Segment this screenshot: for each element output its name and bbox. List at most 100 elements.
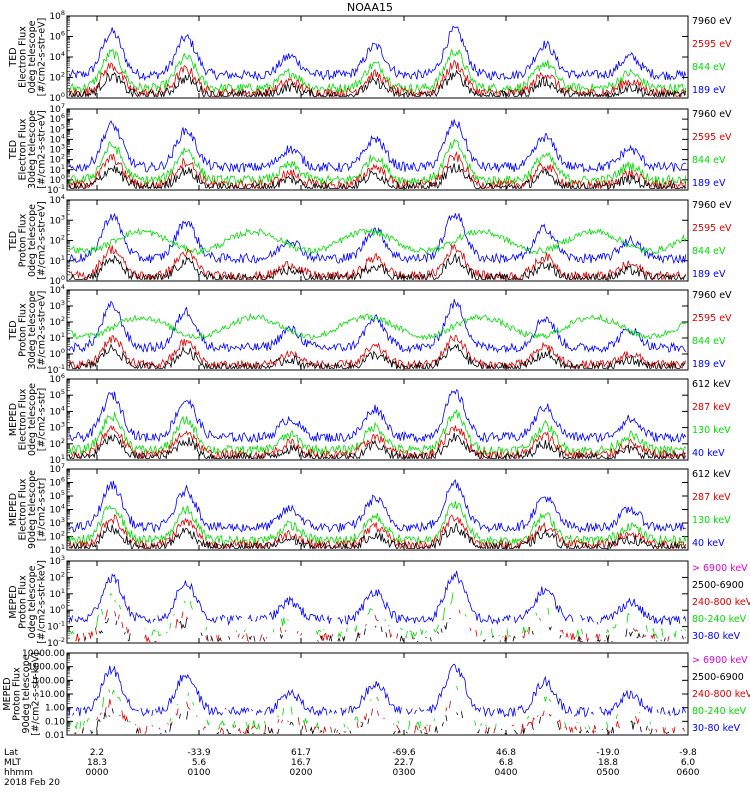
y-tick-label: 103 — [49, 299, 65, 312]
series-red — [68, 243, 687, 280]
x-tick-label-lat: 61.7 — [291, 748, 311, 758]
y-tick-label: 102 — [49, 71, 65, 84]
traces — [68, 119, 687, 189]
y-tick-label: 100 — [49, 274, 65, 287]
series-green — [68, 312, 687, 341]
legend-entry: 287 keV — [692, 402, 731, 413]
y-tick-label: 100 — [49, 173, 65, 186]
series-blue — [68, 212, 687, 265]
y-tick-label: 101 — [49, 543, 65, 556]
legend-entry: 130 keV — [692, 515, 731, 526]
x-tick-label-hhmm: 0300 — [393, 768, 416, 778]
panel-frame — [66, 15, 689, 99]
x-tick-label-lat: -9.8 — [679, 748, 697, 758]
legend-entry: 844 eV — [692, 246, 726, 257]
traces — [68, 25, 687, 97]
legend-entry: 130 keV — [692, 425, 731, 436]
legend-entry: 612 keV — [692, 469, 731, 480]
y-tick-label: 101 — [49, 453, 65, 466]
y-tick-label: 108 — [49, 9, 65, 22]
y-tick-label: 102 — [49, 437, 65, 450]
y-tick-label: 10-1 — [47, 183, 65, 196]
legend-entry: 80-240 keV — [692, 614, 747, 625]
legend-entry: 40 keV — [692, 448, 725, 459]
traces — [68, 389, 687, 459]
x-tick-label-mlt: 18.8 — [598, 758, 618, 768]
legend-entry: 844 eV — [692, 155, 726, 166]
y-tick-label: 107 — [49, 102, 65, 115]
y-tick-label: 0.10 — [45, 717, 65, 727]
y-tick-label: 102 — [49, 153, 65, 166]
x-tick-label-mlt: 6.0 — [681, 758, 696, 768]
series-green — [68, 138, 687, 187]
y-axis-label: MEPEDElectron Flux0deg telescope[#/cm2-s… — [8, 383, 48, 456]
series-black — [68, 163, 687, 189]
legend-entry: 7960 eV — [692, 16, 732, 27]
legend-entry: 189 eV — [692, 178, 726, 189]
y-axis-label: TEDProton Flux0deg telescope[#/cm2-s-str… — [8, 201, 48, 280]
y-tick-label: 103 — [49, 554, 65, 567]
traces — [68, 663, 687, 734]
x-tick-label-mlt: 22.7 — [394, 758, 414, 768]
y-tick-label: 1000.00 — [28, 663, 65, 673]
y-tick-label: 102 — [49, 530, 65, 543]
y-tick-label: 100.00 — [34, 676, 66, 686]
y-tick-label: 101 — [49, 331, 65, 344]
y-tick-label: 104 — [49, 193, 65, 206]
y-axis-label: TEDElectron Flux0deg telescope[#/cm2-s-s… — [8, 18, 48, 97]
y-tick-label: 100 — [49, 91, 65, 104]
panel-frame — [66, 378, 689, 461]
series-blue — [68, 389, 687, 444]
y-axis-label: MEPEDElectron Flux90deg telescope[#/cm2-… — [8, 470, 48, 549]
series-red — [68, 425, 687, 459]
x-row-label: MLT — [4, 758, 22, 768]
y-tick-label: 103 — [49, 143, 65, 156]
y-tick-label: 105 — [49, 489, 65, 502]
legend-entry: 30-80 keV — [692, 723, 741, 734]
series-blue — [68, 570, 687, 626]
series-blue — [68, 663, 687, 718]
y-tick-label: 106 — [49, 112, 65, 125]
y-axis-label: MEPEDProton Flux90deg telescope[#/cm2-s-… — [2, 652, 42, 736]
y-tick-label: 10-1 — [47, 620, 65, 633]
x-tick-label-mlt: 16.7 — [291, 758, 311, 768]
chart-title: NOAA15 — [347, 1, 393, 14]
panel-frame — [66, 289, 689, 371]
series-green — [68, 409, 687, 457]
legend-entry: 287 keV — [692, 492, 731, 503]
y-tick-label: 105 — [49, 122, 65, 135]
legend-entry: 80-240 keV — [692, 706, 747, 717]
y-tick-label: 1.00 — [45, 704, 65, 714]
y-tick-label: 102 — [49, 570, 65, 583]
y-tick-label: 104 — [49, 404, 65, 417]
y-tick-label: 101 — [49, 254, 65, 267]
series-green — [68, 501, 687, 547]
panel-frame — [66, 560, 689, 644]
x-tick-label-mlt: 6.8 — [499, 758, 514, 768]
legend-entry: 2500-6900 — [692, 580, 744, 591]
series-blue — [68, 119, 687, 174]
traces — [68, 212, 687, 280]
legend-entry: 2500-6900 — [692, 672, 744, 683]
x-tick-label-hhmm: 0200 — [290, 768, 313, 778]
series-green — [68, 227, 687, 256]
y-tick-label: 101 — [49, 163, 65, 176]
x-tick-label-lat: 2.2 — [90, 748, 104, 758]
legend-entry: 2595 eV — [692, 39, 732, 50]
legend-entry: 240-800 keV — [692, 597, 750, 608]
y-tick-label: 104 — [49, 283, 65, 296]
x-tick-label-hhmm: 0100 — [188, 768, 211, 778]
panel-8: 0.01 0.10 1.00 10.00 100.00 1000.00 10000.00ME… — [2, 649, 750, 741]
y-tick-label: 102 — [49, 315, 65, 328]
legend-entry: 2595 eV — [692, 132, 732, 143]
series-black — [69, 252, 687, 280]
x-tick-label-hhmm: 0000 — [86, 768, 109, 778]
legend-entry: 7960 eV — [692, 109, 732, 120]
